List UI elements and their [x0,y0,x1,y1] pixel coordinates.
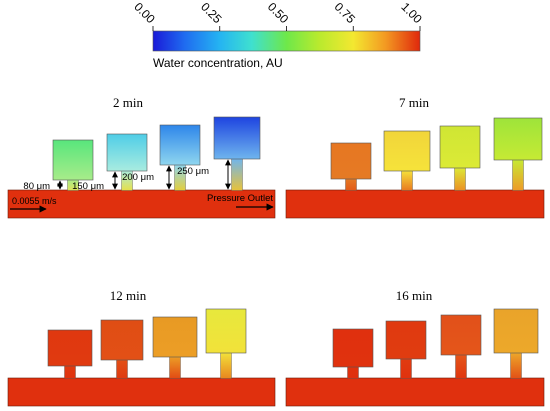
chamber-neck [401,170,413,191]
panel-time-label: 2 min [113,95,143,110]
panels-group: 2 min 80 μm 150 μm 200 μm 250 μm 0.0055 m/s Pr… [7,95,545,407]
colorbar-tick-label: 0.75 [332,0,359,26]
panel-time-label: 7 min [399,95,429,110]
chamber-neck [512,159,524,191]
chamber [152,316,198,358]
simulation-panel: 12 min [7,288,276,407]
panel-time-label: 16 min [396,288,433,303]
main-channel [7,189,276,219]
chamber [106,133,148,172]
chamber [385,320,427,360]
chamber-height-label: 80 μm [23,181,50,192]
inlet-velocity-label: 0.0055 m/s [12,196,57,206]
chamber [100,319,144,361]
colorbar-tick-label: 1.00 [398,0,425,26]
colorbar: 0.00 0.25 0.50 0.75 1.00 Water concentration… [131,0,425,70]
main-channel [285,189,545,219]
main-channel [285,377,545,407]
colorbar-tick-label: 0.50 [265,0,292,26]
chamber [440,314,482,356]
panel-time-label: 12 min [110,288,147,303]
colorbar-label: Water concentration, AU [153,56,283,70]
chamber-neck [347,366,359,379]
chamber [159,124,201,166]
chamber [52,139,94,181]
simulation-panel: 7 min [285,95,545,219]
chamber-neck [455,354,467,379]
chamber-neck [64,365,76,379]
chamber-height-label: 200 μm [122,172,154,183]
colorbar-tick-label: 0.25 [198,0,225,26]
chamber-neck [400,358,412,379]
simulation-panel: 16 min [285,288,545,407]
main-channel [7,377,276,407]
chamber [47,329,93,367]
chamber [330,142,372,180]
chamber [493,117,543,161]
chamber-neck [510,352,522,379]
chamber-neck [220,352,232,379]
simulation-panel: 2 min 80 μm 150 μm 200 μm 250 μm 0.0055 m/s Pr… [7,95,276,219]
outlet-label: Pressure Outlet [207,193,273,204]
chamber [332,328,374,368]
chamber-neck [345,178,357,191]
colorbar-gradient [152,30,421,52]
chamber [493,308,539,354]
colorbar-tick-label: 0.00 [131,0,158,26]
colorbar-ticks: 0.00 0.25 0.50 0.75 1.00 [131,0,425,31]
chamber-height-label: 250 μm [177,166,209,177]
chamber [383,130,431,172]
chamber-height-label: 150 μm [72,181,104,192]
chamber-neck [169,356,181,379]
chamber-neck [454,167,466,191]
chamber [439,125,481,169]
chamber [205,308,247,354]
chamber-neck [116,359,128,379]
chamber-neck [231,158,243,191]
chamber [213,116,261,160]
